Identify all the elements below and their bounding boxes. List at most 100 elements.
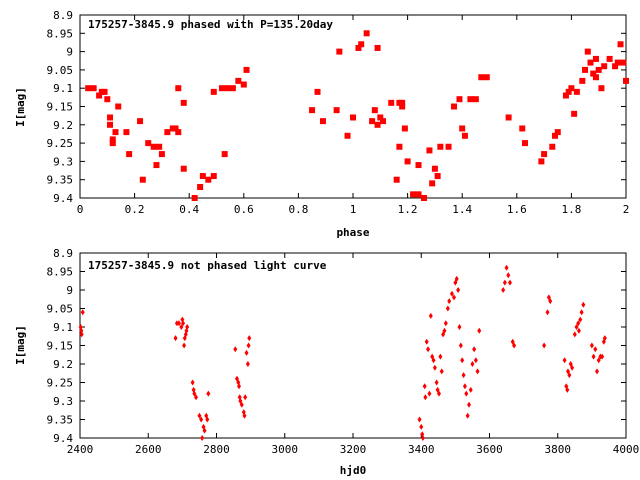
data-point [456,287,461,293]
data-point [623,77,629,84]
data-point [601,63,608,70]
data-point [428,312,433,319]
data-point [197,412,202,419]
data-point [174,320,179,327]
data-point [107,121,114,128]
data-point [456,96,463,103]
data-point [424,338,429,345]
x-tick-label: 1.8 [561,203,581,216]
data-point [185,324,190,330]
data-point [581,301,586,308]
y-tick-label: 9.2 [53,119,73,132]
data-point [449,290,454,297]
data-point [475,368,480,375]
data-point [545,309,550,316]
x-tick-label: 3800 [545,443,572,456]
data-point [587,59,594,66]
data-point [593,346,598,353]
data-point [404,158,411,165]
data-point [419,423,424,430]
data-point [137,118,144,125]
data-point [432,364,437,371]
y-tick-label: 8.95 [47,27,74,40]
data-point [415,162,422,169]
data-point [592,74,599,81]
data-point [478,74,485,81]
x-tick-label: 4000 [613,443,640,456]
data-point [504,264,509,271]
data-point [319,118,326,125]
y-tick-label: 8.9 [53,9,73,22]
data-point [96,92,103,99]
data-point [396,143,403,150]
data-point [434,173,441,180]
data-point [620,59,627,66]
data-point [465,412,470,419]
data-point [176,320,181,327]
data-point [199,416,204,423]
data-point [467,96,474,103]
data-point [205,416,210,423]
data-point [506,272,511,279]
data-point [519,125,526,132]
y-tick-label: 9.1 [53,82,73,95]
data-point [427,390,432,397]
data-point [568,85,575,92]
data-point [202,427,207,434]
data-point [447,298,452,305]
data-point [467,401,472,408]
data-point [562,357,567,364]
unphased-light-curve-panel: 2400 2600 2800 3000 3200 3400 3600 3800 4000 8.9 8… [14,247,639,477]
x-tick-label: 0.4 [179,203,199,216]
data-point [80,309,85,316]
data-point [548,298,553,305]
data-point [595,66,602,73]
x-tick-label: 2400 [67,443,94,456]
data-point [237,383,242,390]
data-point [410,191,417,198]
data-point [439,368,444,375]
data-point [107,114,114,121]
data-point [468,386,473,393]
data-point [206,390,211,397]
y-tick-label: 9.35 [47,414,74,427]
data-point [590,70,597,77]
y-tick-label: 9.15 [47,340,74,353]
data-point [445,143,452,150]
data-point [158,151,165,158]
data-point [369,118,376,125]
data-point [567,372,572,379]
x-tick-label: 3400 [408,443,435,456]
data-point [115,103,122,110]
data-point [377,114,384,121]
data-point [244,349,249,356]
data-point [218,85,225,92]
phased-light-curve-panel: 0 0.2 0.4 0.6 0.8 1 1.2 1.4 1.6 1.8 2 8.9 8.95 9 9.05 9… [14,9,629,239]
data-point [579,77,586,84]
data-point [552,132,559,139]
data-point [104,96,111,103]
data-point [584,48,591,55]
data-point [443,320,448,327]
x-tick-label: 1.2 [398,203,418,216]
y-tick-label: 8.9 [53,247,73,260]
data-point [164,129,171,136]
data-point [461,132,468,139]
data-point [445,305,450,312]
x-tick-label: 1 [350,203,357,216]
data-point [101,88,108,95]
data-point [431,357,436,364]
x-tick-label: 0.6 [234,203,254,216]
data-point [180,99,187,106]
y-tick-label: 9.1 [53,321,73,334]
data-point [462,383,467,390]
data-point [431,165,438,172]
data-point [549,143,556,150]
data-point [112,129,119,136]
data-point [470,361,475,367]
data-point [502,279,507,286]
data-point [90,85,97,92]
data-point [438,353,443,360]
data-point [182,342,187,349]
